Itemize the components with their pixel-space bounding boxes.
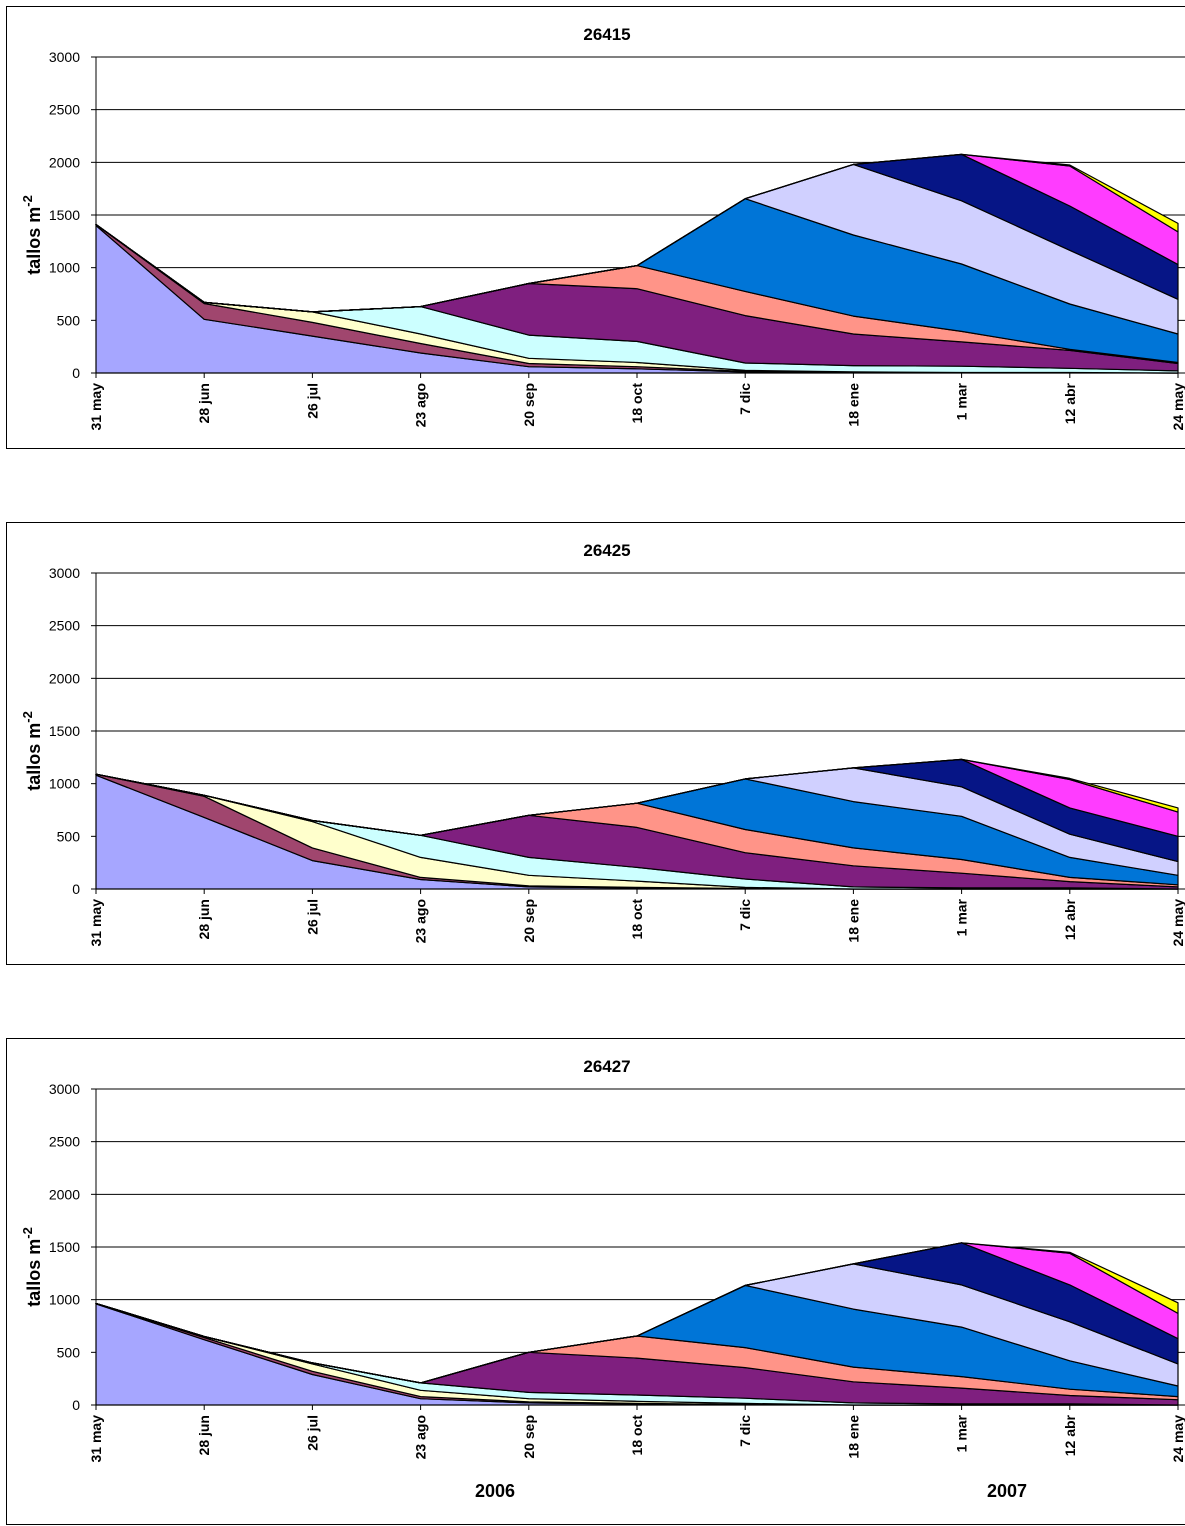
y-tick-label: 2000 — [49, 1186, 80, 1202]
x-tick-label: 12 abr — [1062, 898, 1078, 940]
y-tick-label: 1500 — [49, 1239, 80, 1255]
chart-title: 26425 — [583, 541, 630, 560]
year-label-2007: 2007 — [987, 1481, 1027, 1501]
area-series-11 — [95, 758, 1179, 836]
x-tick-label: 7 dic — [737, 383, 753, 415]
x-tick-label: 28 jun — [196, 1415, 212, 1455]
x-tick-label: 20 sep — [521, 1415, 537, 1459]
y-tick-label: 2500 — [49, 1134, 80, 1150]
x-tick-label: 12 abr — [1062, 1414, 1078, 1456]
y-tick-label: 2500 — [49, 618, 80, 634]
y-tick-label: 1500 — [49, 207, 80, 223]
y-tick-label: 500 — [57, 312, 81, 328]
x-tick-label: 23 ago — [413, 1415, 429, 1459]
x-tick-label: 24 may — [1170, 899, 1185, 947]
y-tick-label: 1000 — [49, 1292, 80, 1308]
y-tick-label: 500 — [57, 1344, 81, 1360]
chart-panel-26425: 0 500 1000 1500 2000 2500 3000 31 may 28 jun 26 j… — [6, 522, 1185, 965]
x-tick-label: 7 dic — [737, 899, 753, 931]
chart-panel-26427: 0 500 1000 1500 2000 2500 3000 31 may 28 jun 26 j… — [6, 1038, 1185, 1525]
x-tick-label: 28 jun — [196, 899, 212, 939]
year-label-2006: 2006 — [475, 1481, 515, 1501]
y-tick-label: 3000 — [49, 1081, 80, 1097]
x-tick-label: 18 ene — [845, 899, 861, 943]
x-tick-label: 12 abr — [1062, 382, 1078, 424]
x-tick-label: 20 sep — [521, 383, 537, 427]
y-axis-label: tallos m-2 — [20, 711, 44, 791]
y-axis-label: tallos m-2 — [20, 1227, 44, 1307]
x-tick-label: 18 ene — [845, 1415, 861, 1459]
area-series-11 — [95, 153, 1179, 313]
x-tick-label: 18 ene — [845, 383, 861, 427]
y-tick-label: 3000 — [49, 565, 80, 581]
y-tick-label: 2000 — [49, 670, 80, 686]
y-tick-label: 500 — [57, 828, 81, 844]
x-tick-label: 18 oct — [629, 899, 645, 940]
x-tick-label: 31 may — [88, 383, 104, 431]
y-tick-label: 1000 — [49, 260, 80, 276]
x-tick-label: 26 jul — [304, 899, 320, 935]
x-tick-label: 24 may — [1170, 1415, 1185, 1463]
y-axis-label: tallos m-2 — [20, 195, 44, 275]
y-tick-label: 1000 — [49, 776, 80, 792]
chart-title: 26427 — [583, 1057, 630, 1076]
area-series-11 — [95, 1242, 1179, 1384]
x-tick-label: 31 may — [88, 899, 104, 947]
y-tick-label: 2500 — [49, 102, 80, 118]
chart-panel-26415: 0 500 1000 1500 2000 2500 3000 31 may 28 jun 26 j… — [6, 6, 1185, 449]
x-tick-label: 1 mar — [954, 1414, 970, 1452]
y-tick-label: 1500 — [49, 723, 80, 739]
y-tick-label: 3000 — [49, 49, 80, 65]
chart-title: 26415 — [583, 25, 630, 44]
x-tick-label: 7 dic — [737, 1415, 753, 1447]
x-tick-label: 1 mar — [954, 898, 970, 936]
x-tick-label: 18 oct — [629, 1415, 645, 1456]
y-tick-label: 0 — [72, 881, 80, 897]
x-tick-label: 26 jul — [304, 383, 320, 419]
x-tick-label: 18 oct — [629, 383, 645, 424]
x-tick-label: 24 may — [1170, 383, 1185, 431]
x-tick-label: 28 jun — [196, 383, 212, 423]
y-tick-label: 0 — [72, 365, 80, 381]
x-tick-label: 31 may — [88, 1415, 104, 1463]
y-tick-label: 0 — [72, 1397, 80, 1413]
x-tick-label: 26 jul — [304, 1415, 320, 1451]
x-tick-label: 23 ago — [413, 899, 429, 943]
area-chart-26415: 0 500 1000 1500 2000 2500 3000 31 may 28 jun 26 j… — [20, 25, 1185, 431]
x-tick-label: 23 ago — [413, 383, 429, 427]
x-tick-label: 20 sep — [521, 899, 537, 943]
area-chart-26425: 0 500 1000 1500 2000 2500 3000 31 may 28 jun 26 j… — [20, 541, 1185, 947]
area-chart-26427: 0 500 1000 1500 2000 2500 3000 31 may 28 jun 26 j… — [20, 1057, 1185, 1501]
y-tick-label: 2000 — [49, 154, 80, 170]
x-tick-label: 1 mar — [954, 382, 970, 420]
